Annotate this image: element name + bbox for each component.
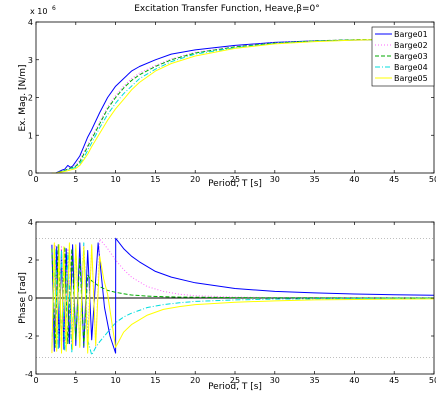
phase-y-tick-label: -2 — [25, 332, 33, 341]
magnitude-line-barge03 — [51, 38, 435, 174]
magnitude-x-tick-label: 50 — [429, 175, 436, 184]
phase-x-tick-label: 20 — [190, 376, 200, 385]
phase-y-tick-label: 0 — [28, 294, 33, 303]
magnitude-x-tick-label: 15 — [150, 175, 160, 184]
magnitude-plot-area — [36, 22, 434, 173]
magnitude-x-axis-label: Period, T [s] — [208, 179, 262, 189]
legend-label-barge02: Barge02 — [394, 41, 428, 50]
phase-x-tick-label: 35 — [310, 376, 320, 385]
phase-line-barge01 — [51, 237, 435, 354]
phase-x-tick-label: 50 — [429, 376, 436, 385]
magnitude-x-tick-label: 40 — [349, 175, 359, 184]
magnitude-x-tick-label: 5 — [73, 175, 78, 184]
phase-series-lines — [51, 237, 435, 356]
magnitude-x-tick-label: 35 — [310, 175, 320, 184]
phase-x-axis-label: Period, T [s] — [208, 382, 262, 392]
phase-chart: 0 5 10 15 20 25 30 35 40 45 50 -4 -2 0 2 4 Period, T [s… — [18, 218, 436, 392]
magnitude-x-tick-label: 45 — [389, 175, 399, 184]
phase-x-tick-label: 5 — [73, 376, 78, 385]
magnitude-line-barge01 — [51, 39, 434, 174]
magnitude-chart: Excitation Transfer Function, Heave,β=0°… — [18, 4, 436, 189]
phase-x-tick-label: 30 — [270, 376, 280, 385]
magnitude-y-tick-label: 0 — [28, 169, 33, 178]
magnitude-y-tick-label: 3 — [28, 56, 33, 65]
magnitude-line-barge05 — [51, 38, 435, 174]
magnitude-ticks: 0 5 10 15 20 25 30 35 40 45 50 0 1 2 3 4 — [28, 18, 436, 184]
legend: Barge01 Barge02 Barge03 Barge04 Barge05 — [371, 26, 435, 87]
legend-label-barge03: Barge03 — [394, 52, 428, 61]
magnitude-series-lines — [51, 38, 435, 174]
phase-x-tick-label: 10 — [111, 376, 121, 385]
phase-line-barge04 — [51, 242, 434, 356]
legend-label-barge04: Barge04 — [394, 63, 428, 72]
phase-y-tick-label: 4 — [28, 218, 33, 227]
phase-ticks: 0 5 10 15 20 25 30 35 40 45 50 -4 -2 0 2 4 — [25, 218, 436, 385]
phase-x-tick-label: 0 — [33, 376, 38, 385]
magnitude-y-axis-label: Ex. Mag. [N/m] — [18, 64, 28, 131]
phase-x-tick-label: 25 — [230, 376, 240, 385]
legend-label-barge01: Barge01 — [394, 30, 428, 39]
magnitude-y-tick-label: 1 — [28, 131, 33, 140]
magnitude-x-tick-label: 20 — [190, 175, 200, 184]
phase-line-barge05 — [51, 242, 435, 354]
magnitude-y-tick-label: 2 — [28, 94, 33, 103]
phase-x-tick-label: 15 — [150, 376, 160, 385]
phase-x-tick-label: 40 — [349, 376, 359, 385]
phase-x-tick-label: 45 — [389, 376, 399, 385]
phase-y-axis-label: Phase [rad] — [18, 272, 28, 324]
magnitude-line-barge04 — [51, 38, 435, 174]
magnitude-x-tick-label: 25 — [230, 175, 240, 184]
y-exponent: 6 — [52, 5, 56, 12]
magnitude-y-tick-label: 4 — [28, 18, 33, 27]
magnitude-x-tick-label: 0 — [33, 175, 38, 184]
phase-y-tick-label: -4 — [25, 370, 33, 379]
magnitude-x-tick-label: 30 — [270, 175, 280, 184]
magnitude-x-tick-label: 10 — [111, 175, 121, 184]
phase-line-barge03 — [51, 244, 434, 348]
legend-label-barge05: Barge05 — [394, 74, 428, 83]
magnitude-chart-title: Excitation Transfer Function, Heave,β=0° — [134, 4, 320, 14]
y-exponent-label: x 10 — [30, 7, 47, 16]
phase-y-tick-label: 2 — [28, 256, 33, 265]
